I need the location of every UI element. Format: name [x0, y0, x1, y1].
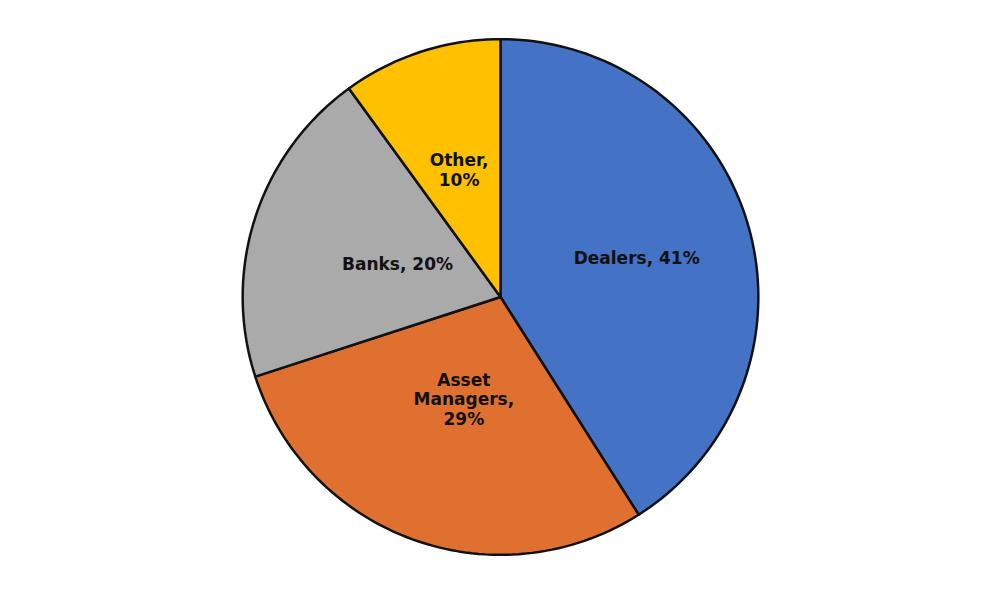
svg-text:AssetManagers,29%: AssetManagers,29%	[414, 370, 515, 429]
svg-text:Dealers, 41%: Dealers, 41%	[574, 248, 700, 268]
svg-text:Other,10%: Other,10%	[430, 150, 489, 190]
svg-text:Banks, 20%: Banks, 20%	[342, 254, 453, 274]
